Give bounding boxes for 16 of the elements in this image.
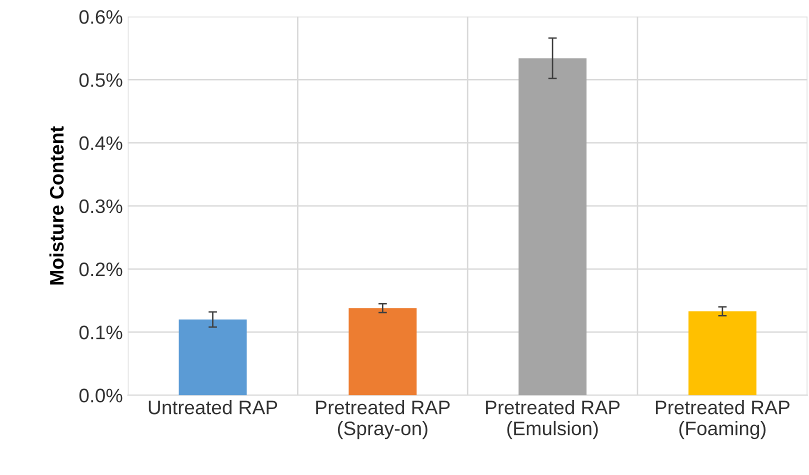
y-tick-label: 0.2% <box>79 262 122 276</box>
y-tick-label: 0.5% <box>79 73 122 87</box>
x-tick-label: Untreated RAP <box>148 400 278 414</box>
y-tick-label: 0.4% <box>79 136 122 150</box>
y-tick-label: 0.6% <box>79 10 122 24</box>
bar <box>518 58 587 396</box>
x-tick-label: Pretreated RAP (Emulsion) <box>486 400 620 440</box>
x-tick-label: Pretreated RAP (Foaming) <box>656 400 790 440</box>
y-tick-label: 0.3% <box>79 199 122 214</box>
y-axis-title: Moisture Content <box>49 126 64 285</box>
y-tick-label: 0.0% <box>79 388 122 402</box>
x-tick-label: Pretreated RAP (Spray-on) <box>316 400 450 440</box>
y-tick-label: 0.1% <box>79 326 122 340</box>
bar <box>178 319 247 396</box>
bar <box>688 311 756 396</box>
bar <box>348 308 417 396</box>
